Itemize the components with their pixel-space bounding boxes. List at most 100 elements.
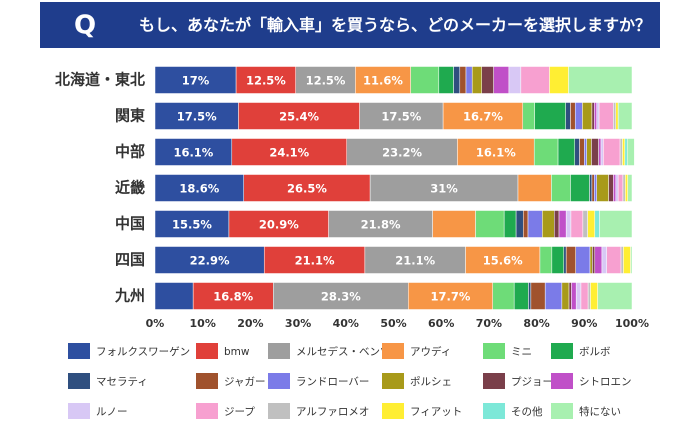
x-tick-label: 60% bbox=[428, 317, 454, 330]
bar-segment bbox=[627, 174, 633, 202]
category-label: 中国 bbox=[115, 215, 145, 233]
bar-segment bbox=[465, 66, 473, 94]
bar-segment bbox=[154, 210, 230, 238]
bar-segment bbox=[606, 246, 622, 274]
legend-swatch bbox=[68, 373, 90, 389]
legend-label: ミニ bbox=[511, 346, 532, 358]
bar-segment bbox=[154, 282, 194, 310]
legend-swatch bbox=[483, 373, 505, 389]
legend-swatch bbox=[68, 403, 90, 419]
category-label: 関東 bbox=[115, 107, 145, 125]
legend-label: アルファロメオ bbox=[296, 406, 369, 418]
legend-label: ポルシェ bbox=[410, 376, 452, 388]
bar-segment bbox=[542, 210, 555, 238]
bar-segment bbox=[243, 174, 371, 202]
bar-segment bbox=[601, 246, 607, 274]
chart-title: もし、あなたが「輸入車」を買うなら、どのメーカーを選択しますか？ bbox=[139, 16, 651, 35]
legend-swatch bbox=[268, 373, 290, 389]
legend-swatch bbox=[68, 343, 90, 359]
bar-segment bbox=[613, 102, 617, 130]
bar-segment bbox=[570, 102, 576, 130]
bar-segment bbox=[617, 102, 633, 130]
bar-segment bbox=[568, 282, 572, 310]
data-label: 24.1% bbox=[269, 146, 309, 160]
bar-segment bbox=[557, 138, 576, 166]
data-label: 15.5% bbox=[172, 218, 212, 232]
bar-segment bbox=[594, 210, 600, 238]
bar-segment bbox=[238, 102, 360, 130]
bar-segment bbox=[410, 66, 440, 94]
data-label: 31% bbox=[430, 182, 458, 196]
legend-label: その他 bbox=[511, 405, 543, 418]
data-label: 21.8% bbox=[361, 218, 401, 232]
bar-segment bbox=[475, 210, 505, 238]
legend-label: bmw bbox=[224, 346, 250, 358]
category-label: 四国 bbox=[115, 251, 145, 269]
bar-segment bbox=[154, 174, 244, 202]
bar-segment bbox=[592, 246, 596, 274]
bar-segment bbox=[582, 210, 588, 238]
bar-segment bbox=[598, 138, 602, 166]
legend-label: 特にない bbox=[579, 406, 621, 418]
x-tick-label: 90% bbox=[571, 317, 597, 330]
bar-segment bbox=[530, 282, 546, 310]
x-tick-label: 20% bbox=[237, 317, 263, 330]
bar-segment bbox=[328, 210, 433, 238]
bar-segment bbox=[508, 66, 522, 94]
legend-swatch bbox=[196, 373, 218, 389]
bar-segment bbox=[154, 102, 239, 130]
bar-segment bbox=[570, 210, 584, 238]
bar-segment bbox=[574, 102, 583, 130]
bar-segment bbox=[527, 210, 543, 238]
bar-segment bbox=[438, 66, 454, 94]
bar-segment bbox=[459, 66, 467, 94]
bar-segment bbox=[442, 102, 524, 130]
data-label: 17.5% bbox=[177, 110, 217, 124]
bar-segment bbox=[596, 174, 609, 202]
data-label: 18.6% bbox=[179, 182, 219, 196]
bar-segment bbox=[565, 246, 576, 274]
bar-segment bbox=[273, 282, 409, 310]
bar-segment bbox=[624, 138, 628, 166]
data-label: 21.1% bbox=[295, 254, 335, 268]
bar-segment bbox=[520, 66, 550, 94]
data-label: 25.4% bbox=[279, 110, 319, 124]
legend-swatch bbox=[196, 343, 218, 359]
bar-segment bbox=[625, 174, 628, 202]
bar-segment bbox=[551, 174, 571, 202]
bar-segment bbox=[608, 174, 614, 202]
data-label: 15.6% bbox=[483, 254, 523, 268]
bar-segment bbox=[493, 66, 510, 94]
bar-segment bbox=[154, 66, 237, 94]
bar-segment bbox=[570, 174, 590, 202]
bar-segment bbox=[231, 138, 348, 166]
bar-segment bbox=[235, 66, 296, 94]
bar-segment bbox=[622, 138, 626, 166]
bar-segment bbox=[582, 102, 593, 130]
legend-label: ランドローバー bbox=[296, 376, 369, 388]
data-label: 12.5% bbox=[246, 74, 286, 88]
bar-segment bbox=[589, 246, 593, 274]
bar-segment bbox=[626, 138, 635, 166]
data-label: 16.7% bbox=[463, 110, 503, 124]
data-label: 17.5% bbox=[381, 110, 421, 124]
bar-segment bbox=[544, 282, 563, 310]
data-label: 16.1% bbox=[476, 146, 516, 160]
bar-segment bbox=[590, 282, 598, 310]
data-label: 23.2% bbox=[382, 146, 422, 160]
x-tick-label: 40% bbox=[333, 317, 359, 330]
bar-segment bbox=[355, 66, 411, 94]
legend-swatch bbox=[551, 373, 573, 389]
bar-segment bbox=[591, 174, 595, 202]
legend-label: メルセデス・ベンツ bbox=[296, 345, 391, 358]
bar-segment bbox=[154, 138, 233, 166]
data-label: 22.9% bbox=[190, 254, 230, 268]
bar-segment bbox=[534, 102, 566, 130]
bar-segment bbox=[597, 282, 633, 310]
bar-segment bbox=[586, 138, 592, 166]
bar-segment bbox=[228, 210, 329, 238]
bar-segment bbox=[533, 138, 559, 166]
legend-label: プジョー bbox=[511, 376, 553, 388]
bar-segment bbox=[575, 246, 591, 274]
data-label: 20.9% bbox=[259, 218, 299, 232]
